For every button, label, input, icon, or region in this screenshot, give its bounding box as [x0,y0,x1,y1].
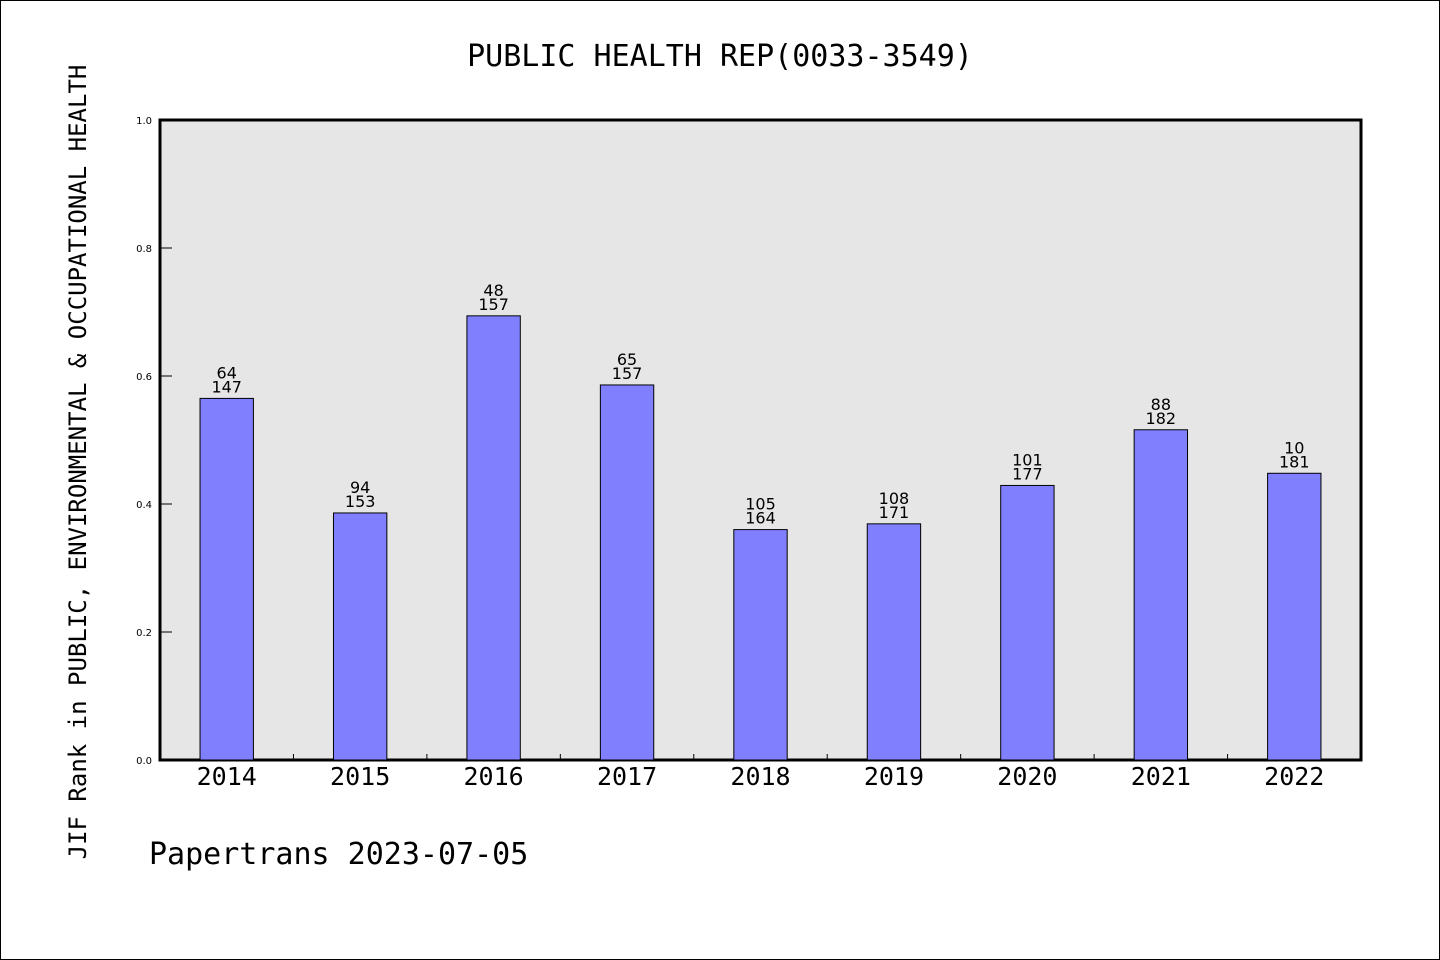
bar [599,384,655,761]
bar [199,397,254,761]
bar-label-total: 153 [345,492,376,511]
bar-label-total: 171 [879,503,910,522]
bars [199,315,1322,761]
bar [1000,484,1055,761]
bar-label-rank: 88 [1151,395,1171,414]
bar-label-total: 181 [1279,452,1310,471]
x-tick-label: 2015 [330,762,390,791]
y-tick-label: 0.0 [136,756,152,767]
bar-label-rank: 48 [483,281,503,300]
bar-label-total: 177 [1012,464,1043,483]
bar-label-rank: 64 [217,363,237,382]
x-tick-label: 2020 [997,762,1057,791]
bar [733,529,788,761]
bar-label-total: 164 [745,509,776,528]
x-tick-label: 2016 [464,762,524,791]
bar-label-rank: 108 [879,489,910,508]
bar-label-rank: 101 [1012,450,1043,469]
bar [866,523,922,761]
x-tick-label: 2022 [1264,762,1324,791]
y-tick-label: 1.0 [136,116,152,127]
bar-label-total: 147 [211,377,242,396]
x-tick-label: 2021 [1131,762,1191,791]
bar-label-rank: 94 [350,478,370,497]
y-tick-label: 0.8 [136,244,152,255]
bar-label-rank: 10 [1284,438,1304,457]
y-tick-label: 0.2 [136,628,152,639]
bar-label-rank: 65 [617,350,637,369]
y-axis-label: JIF Rank in PUBLIC, ENVIRONMENTAL & OCCU… [64,65,92,860]
footer-credit: Papertrans 2023-07-05 [149,837,528,872]
bar-labels: 6414794153481576515710516410817110117788… [211,281,1309,528]
bar-label-total: 157 [612,364,643,383]
x-tick-label: 2019 [864,762,924,791]
bar [332,512,388,761]
bar-label-total: 182 [1146,409,1177,428]
x-tick-label: 2018 [730,762,790,791]
x-axis-ticks: 2014 2015 2016 2017 2018 2019 2020 2021 2022 [197,754,1324,791]
bar-label-total: 157 [478,295,509,314]
bar-label-rank: 105 [745,495,776,514]
chart-title: PUBLIC HEALTH REP(0033-3549) [467,39,973,74]
y-tick-label: 0.4 [136,500,152,511]
bar [1267,472,1322,761]
x-tick-label: 2014 [197,762,257,791]
x-tick-label: 2017 [597,762,657,791]
y-axis-ticks: 0.0 0.2 0.4 0.6 0.8 1.0 [136,116,172,767]
bar [1133,429,1189,761]
bar [466,315,521,761]
y-tick-label: 0.6 [136,372,152,383]
